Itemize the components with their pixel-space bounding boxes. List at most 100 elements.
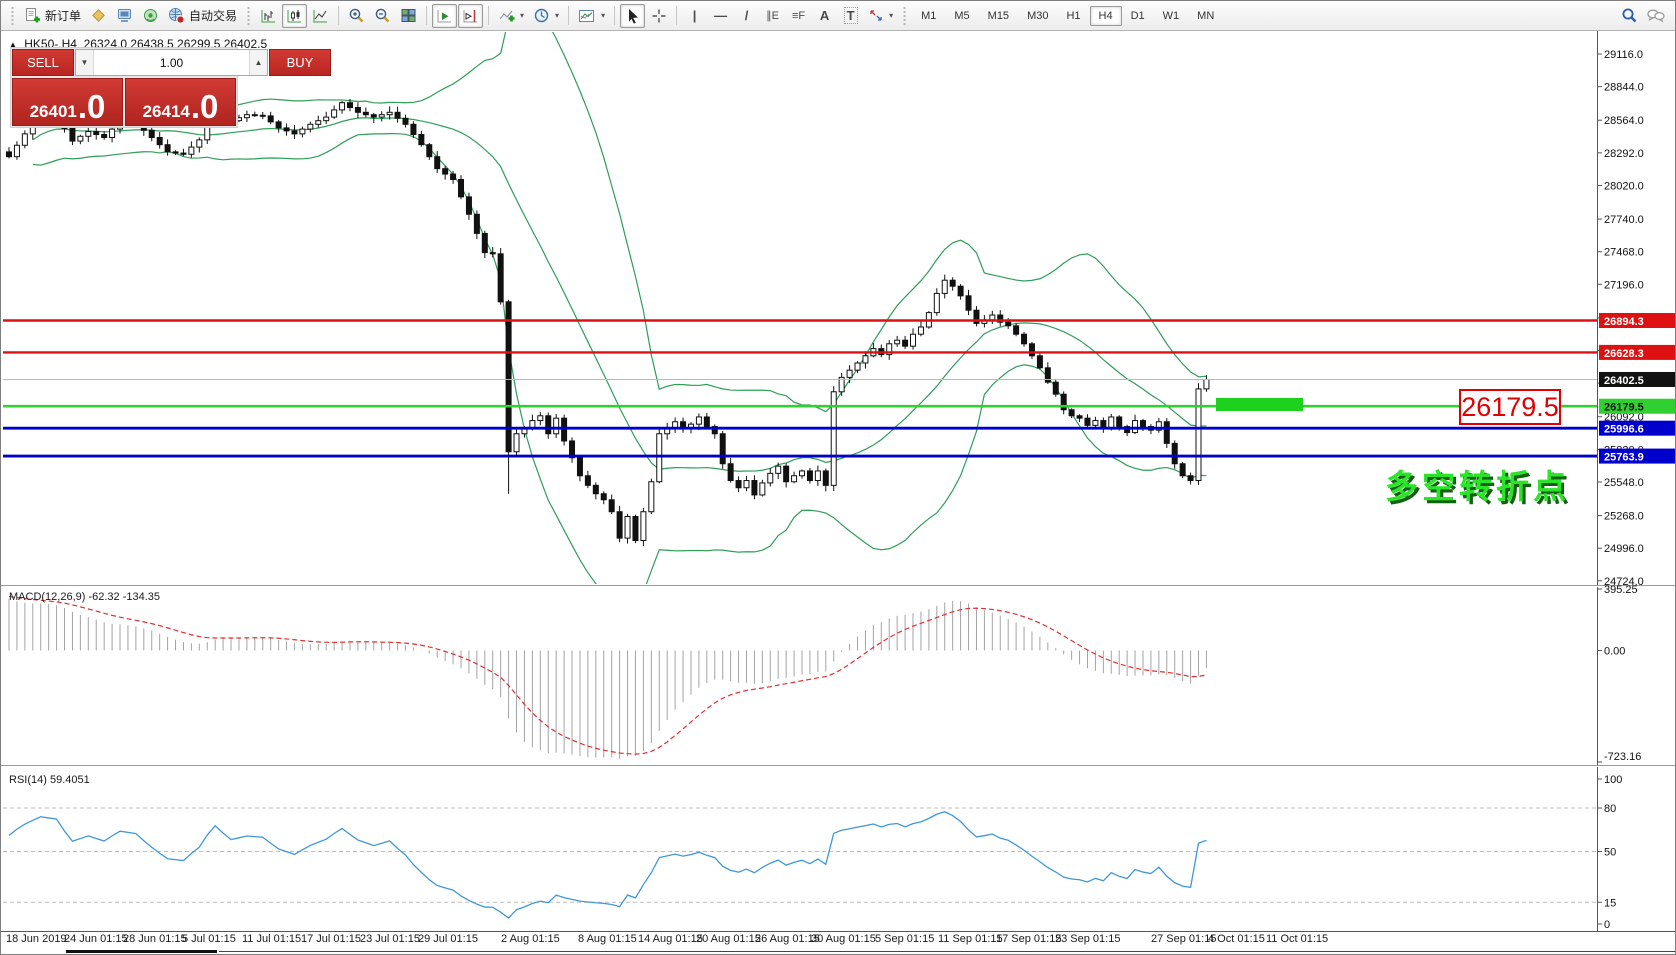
horizontal-line-tool-button[interactable]: — bbox=[708, 4, 733, 28]
horizontal-line-icon: — bbox=[714, 8, 728, 23]
line-chart-icon bbox=[313, 9, 328, 22]
buy-price-box[interactable]: 26414 .0 bbox=[125, 78, 236, 126]
trendline-icon: / bbox=[744, 8, 749, 23]
timeframe-mn[interactable]: MN bbox=[1197, 9, 1215, 22]
time-axis-label: 5 Jul 01:15 bbox=[182, 933, 236, 945]
fibonacci-tool-button[interactable]: ≡F bbox=[786, 4, 811, 28]
chat-icon bbox=[1647, 9, 1665, 23]
news-icon bbox=[144, 9, 158, 22]
svg-text:26628.3: 26628.3 bbox=[1604, 348, 1644, 360]
svg-text:28020.0: 28020.0 bbox=[1604, 180, 1644, 192]
toolbar-right bbox=[1617, 4, 1670, 28]
turning-point-annotation: 多空转折点 bbox=[1385, 468, 1570, 505]
chart-shift-button[interactable] bbox=[458, 3, 484, 28]
timeframe-h1[interactable]: H1 bbox=[1066, 9, 1081, 22]
svg-text:27468.0: 27468.0 bbox=[1604, 247, 1644, 259]
toolbar-separator bbox=[426, 6, 428, 25]
one-click-trading-panel: SELL ▼ ▲ BUY 26401 .0 26414 .0 bbox=[11, 48, 331, 127]
time-axis-label: 29 Jul 01:15 bbox=[418, 933, 478, 945]
timeframe-m15[interactable]: M15 bbox=[987, 9, 1010, 22]
cursor-icon bbox=[628, 8, 638, 24]
time-axis-label: 8 Aug 01:15 bbox=[578, 933, 637, 945]
sell-price-box[interactable]: 26401 .0 bbox=[12, 78, 123, 126]
price-level-callout[interactable]: 26179.5 bbox=[1459, 389, 1561, 425]
toolbar-separator bbox=[488, 6, 490, 25]
text-label-tool-button[interactable]: T bbox=[838, 4, 863, 28]
search-button[interactable] bbox=[1617, 4, 1642, 28]
crosshair-icon bbox=[652, 9, 666, 22]
svg-text:0: 0 bbox=[1604, 919, 1610, 931]
trendline-tool-button[interactable]: / bbox=[734, 4, 759, 28]
time-axis-label: 11 Sep 01:15 bbox=[938, 933, 1003, 945]
zoom-in-button[interactable] bbox=[344, 4, 369, 28]
volume-control: ▼ ▲ bbox=[75, 49, 268, 76]
autotrade-label: 自动交易 bbox=[189, 9, 238, 23]
arrows-tool-button[interactable]: ▾ bbox=[864, 4, 897, 28]
svg-text:-723.16: -723.16 bbox=[1604, 751, 1641, 763]
volume-decrease-button[interactable]: ▼ bbox=[76, 50, 94, 75]
chevron-down-icon: ▾ bbox=[889, 11, 894, 20]
vertical-line-icon: | bbox=[692, 8, 697, 23]
time-axis-label: 11 Oct 01:15 bbox=[1266, 933, 1329, 945]
tile-windows-icon bbox=[401, 9, 416, 22]
svg-text:395.25: 395.25 bbox=[1604, 584, 1638, 596]
autotrade-button[interactable]: 自动交易 bbox=[164, 4, 241, 28]
channel-tool-button[interactable]: ∥E bbox=[760, 4, 785, 28]
timeframe-w1[interactable]: W1 bbox=[1162, 9, 1180, 22]
time-axis-label: 14 Aug 01:15 bbox=[638, 933, 703, 945]
svg-text:25548.0: 25548.0 bbox=[1604, 477, 1644, 489]
tile-windows-button[interactable] bbox=[396, 4, 421, 28]
text-tool-button[interactable]: A bbox=[812, 4, 837, 28]
timeframe-d1[interactable]: D1 bbox=[1130, 9, 1145, 22]
new-order-button[interactable]: 新订单 bbox=[20, 4, 85, 28]
line-chart-button[interactable] bbox=[308, 4, 333, 28]
svg-text:28844.0: 28844.0 bbox=[1604, 82, 1644, 94]
buy-button[interactable]: BUY bbox=[269, 49, 331, 76]
rsi-indicator bbox=[3, 807, 1597, 919]
time-axis[interactable]: 18 Jun 2019 24 Jun 01:15 28 Jun 01:15 5 Jul… bbox=[1, 933, 1675, 949]
vertical-line-tool-button[interactable]: | bbox=[682, 4, 707, 28]
tick-chart-button[interactable] bbox=[86, 4, 111, 28]
toolbar-grip bbox=[902, 6, 908, 25]
toolbar-grip bbox=[10, 6, 15, 25]
buy-price-pips: .0 bbox=[190, 88, 219, 126]
crosshair-tool-button[interactable] bbox=[646, 4, 671, 28]
timeframe-h4[interactable]: H4 bbox=[1089, 5, 1122, 26]
collapse-icon[interactable]: ▲ bbox=[9, 40, 17, 49]
market-depth-button[interactable] bbox=[112, 4, 137, 28]
svg-text:15: 15 bbox=[1604, 897, 1616, 909]
time-axis-label: 18 Jun 2019 bbox=[6, 933, 67, 945]
arrows-icon bbox=[870, 10, 882, 21]
price-axis-badges bbox=[1599, 312, 1675, 464]
volume-input[interactable] bbox=[94, 50, 249, 75]
trade-panel-top-row: SELL ▼ ▲ BUY bbox=[12, 49, 331, 76]
timeframe-m1[interactable]: M1 bbox=[921, 9, 937, 22]
svg-text:50: 50 bbox=[1604, 847, 1616, 859]
time-axis-label: 4 Oct 01:15 bbox=[1208, 933, 1265, 945]
sell-button[interactable]: SELL bbox=[12, 49, 74, 76]
indicators-button[interactable]: ▾ bbox=[494, 4, 528, 28]
toolbar-separator bbox=[676, 6, 678, 25]
periods-button[interactable]: ▾ bbox=[529, 4, 563, 28]
candlestick-chart-icon bbox=[287, 9, 302, 22]
chat-button[interactable] bbox=[1642, 4, 1670, 28]
timeframe-m30[interactable]: M30 bbox=[1027, 9, 1049, 22]
volume-increase-button[interactable]: ▲ bbox=[249, 50, 267, 75]
svg-text:27196.0: 27196.0 bbox=[1604, 279, 1644, 291]
svg-text:0.00: 0.00 bbox=[1604, 646, 1625, 658]
ohlc-values: 26324.0 26438.5 26299.5 26402.5 bbox=[83, 37, 268, 51]
templates-button[interactable]: ▾ bbox=[574, 4, 609, 28]
bar-chart-button[interactable] bbox=[256, 4, 281, 28]
timeframe-group: M1 M5 M15 M30 H1 H4 D1 W1 MN bbox=[912, 5, 1223, 26]
zoom-out-button[interactable] bbox=[370, 4, 395, 28]
macd-indicator bbox=[8, 595, 1207, 759]
news-button[interactable] bbox=[138, 4, 163, 28]
timeframe-m5[interactable]: M5 bbox=[954, 9, 970, 22]
main-toolbar: 新订单 自动交易 bbox=[1, 1, 1675, 31]
cursor-tool-button[interactable] bbox=[620, 3, 646, 28]
auto-scroll-button[interactable] bbox=[432, 3, 458, 28]
price-badge bbox=[1599, 448, 1675, 464]
candlestick-chart-button[interactable] bbox=[282, 3, 308, 28]
time-axis-label: 28 Jun 01:15 bbox=[123, 933, 187, 945]
